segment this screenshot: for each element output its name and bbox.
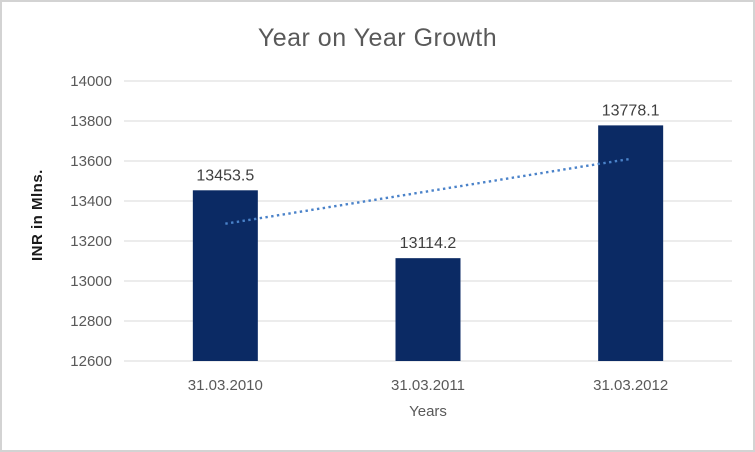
y-tick-label: 12600	[70, 353, 112, 370]
bar-value-label: 13453.5	[196, 167, 254, 184]
x-tick-label: 31.03.2010	[188, 377, 263, 394]
chart-title: Year on Year Growth	[257, 24, 498, 52]
trendline	[225, 157, 631, 225]
y-tick-label: 13800	[70, 113, 112, 130]
y-tick-label: 13600	[70, 153, 112, 170]
x-axis-title: Years	[409, 403, 447, 420]
bar	[192, 190, 258, 361]
x-tick-label: 31.03.2011	[391, 377, 465, 394]
bar	[598, 125, 664, 361]
y-tick-label: 13400	[70, 193, 112, 210]
y-tick-label: 14000	[70, 73, 112, 90]
bar-value-label: 13778.1	[602, 102, 660, 119]
y-tick-label: 13200	[70, 233, 112, 250]
bar-value-label: 13114.2	[400, 235, 457, 252]
y-tick-label: 13000	[70, 273, 112, 290]
bar	[395, 258, 461, 361]
x-tick-label: 31.03.2012	[593, 377, 668, 394]
y-tick-label: 12800	[70, 313, 112, 330]
